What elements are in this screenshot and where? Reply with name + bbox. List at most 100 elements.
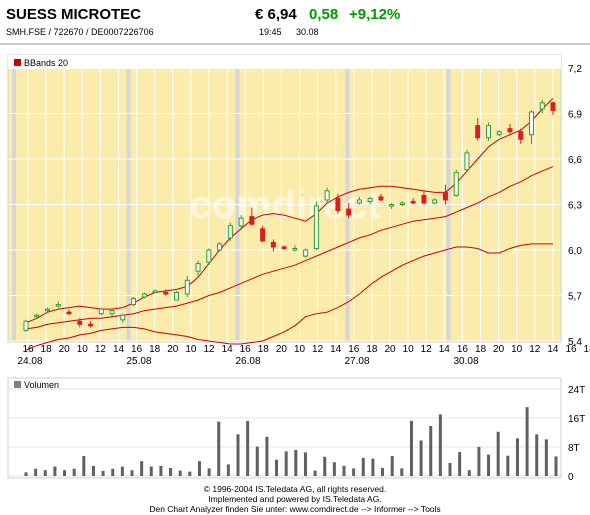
date-axis-label: 26.08 <box>235 356 260 367</box>
time-axis-tick-label: 14 <box>547 344 559 355</box>
volume-bar <box>169 468 173 476</box>
price-change: 0,58 <box>309 6 339 23</box>
volume-bar <box>82 456 86 476</box>
candle-down <box>163 291 169 295</box>
price-axis-tick-label: 6,0 <box>568 246 582 257</box>
time-axis-tick-label: 20 <box>384 344 396 355</box>
volume-bar <box>361 457 365 476</box>
volume-bar <box>438 414 442 476</box>
time-axis-tick-label: 16 <box>348 344 360 355</box>
volume-bar <box>371 458 375 476</box>
candle-up <box>131 298 137 306</box>
candle-up <box>356 199 362 204</box>
candle-up <box>141 293 147 298</box>
volume-bar <box>554 456 558 476</box>
candle-up <box>98 308 104 315</box>
time-axis-tick-label: 12 <box>312 344 324 355</box>
bbands-legend-label: BBands 20 <box>24 58 68 68</box>
volume-bar <box>246 420 250 476</box>
candle-down <box>66 311 72 315</box>
volume-axis-tick-label: 24T <box>568 385 585 396</box>
volume-bar <box>458 452 462 476</box>
volume-bar <box>506 455 510 476</box>
candle-up <box>464 152 470 171</box>
bollinger-upper-line <box>25 97 554 324</box>
candle-down <box>260 228 266 242</box>
candle-up <box>109 310 115 315</box>
time-axis-tick-label: 10 <box>403 344 415 355</box>
powered-by-line: Implemented and powered by IS.Teledata A… <box>208 494 382 504</box>
candle-down <box>442 191 448 201</box>
volume-bar <box>448 462 452 476</box>
volume-bar <box>303 452 307 476</box>
time-axis-tick-label: 14 <box>439 344 451 355</box>
volume-bar <box>381 468 385 476</box>
candle-up <box>303 249 309 257</box>
volume-bar <box>390 456 394 476</box>
volume-bar <box>496 431 500 476</box>
quote-date: 30.08 <box>296 27 319 37</box>
volume-bar <box>313 470 317 476</box>
price-axis-tick-label: 5,4 <box>568 337 582 348</box>
time-axis-tick-label: 14 <box>113 344 125 355</box>
candle-down <box>281 246 287 249</box>
volume-bar <box>178 470 182 476</box>
volume-bar <box>477 447 481 476</box>
time-axis-tick-label: 10 <box>511 344 523 355</box>
candle-up <box>485 125 491 139</box>
candle-up <box>528 111 534 136</box>
volume-bar <box>323 456 327 476</box>
date-axis-label: 25.08 <box>126 356 151 367</box>
time-axis-tick-label: 20 <box>167 344 179 355</box>
candle-down <box>421 194 427 204</box>
volume-bar <box>265 436 269 476</box>
time-axis-tick-label: 14 <box>330 344 342 355</box>
time-axis-tick-label: 20 <box>493 344 505 355</box>
candle-down <box>77 320 83 325</box>
copyright-line: © 1996-2004 IS.Teledata AG, all rights r… <box>203 484 387 494</box>
volume-bar <box>467 470 471 476</box>
day-separator <box>235 69 240 342</box>
volume-bar <box>535 434 539 476</box>
volume-bar <box>429 425 433 476</box>
time-axis-tick-label: 14 <box>222 344 234 355</box>
candle-up <box>227 225 233 239</box>
candle-up <box>174 291 180 301</box>
price-axis-tick-label: 6,9 <box>568 110 582 121</box>
candle-up <box>55 304 61 307</box>
volume-bar <box>140 461 144 476</box>
candle-up <box>120 314 126 321</box>
volume-axis-tick-label: 16T <box>568 414 585 425</box>
candle-down <box>346 208 352 216</box>
candle-up <box>184 279 190 295</box>
candle-up <box>292 247 298 251</box>
volume-bar <box>342 465 346 476</box>
chart-analyzer-link-line[interactable]: Den Chart Analyzer finden Sie unter: www… <box>149 504 441 514</box>
candle-up <box>217 243 223 251</box>
candle-down <box>518 131 524 140</box>
candle-down <box>88 323 94 327</box>
volume-bar <box>400 468 404 476</box>
volume-bar <box>294 449 298 476</box>
candle-up <box>206 249 212 263</box>
volume-bar <box>217 421 221 476</box>
time-axis-tick-label: 18 <box>475 344 487 355</box>
volume-bar <box>236 434 240 476</box>
day-separator <box>446 69 451 342</box>
volume-bar <box>284 451 288 476</box>
candle-up <box>34 314 40 318</box>
day-separator <box>345 69 350 342</box>
time-axis-tick-label: 16 <box>457 344 469 355</box>
volume-bar <box>525 407 529 476</box>
volume-bar <box>487 454 491 476</box>
candle-up <box>432 199 438 204</box>
candle-down <box>550 102 556 111</box>
time-axis-tick-label: 18 <box>584 344 590 355</box>
volume-axis-tick-label: 0 <box>568 472 574 483</box>
volume-bar <box>515 438 519 476</box>
candle-down <box>507 128 513 133</box>
chart-area: BBands 20 7,2 6,9 6,6 6,3 6,0 5,7 5,4 comdirect 1… <box>0 43 590 483</box>
time-axis-tick-label: 16 <box>240 344 252 355</box>
candle-down <box>378 196 384 201</box>
candle-up <box>539 102 545 110</box>
